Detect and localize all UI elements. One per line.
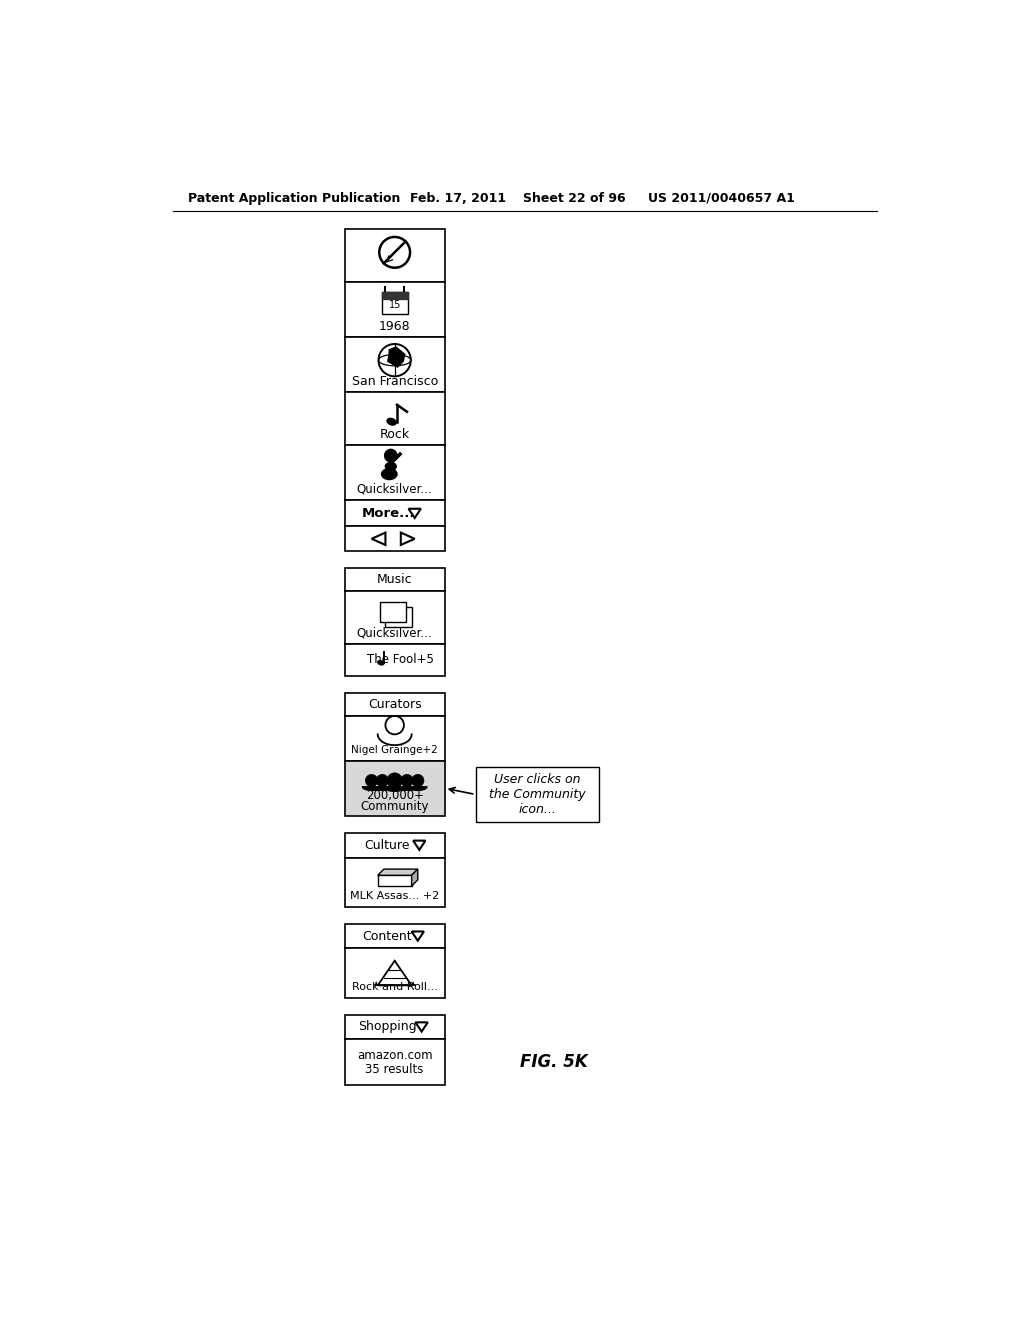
Polygon shape (397, 787, 416, 791)
Text: FIG. 5K: FIG. 5K (520, 1053, 588, 1072)
Ellipse shape (385, 462, 397, 471)
Polygon shape (384, 787, 406, 791)
Bar (345, 949, 444, 998)
Text: Shopping: Shopping (357, 1020, 417, 1034)
Text: Patent Application Publication: Patent Application Publication (188, 191, 400, 205)
Bar (345, 591, 444, 644)
Bar (475, 767, 599, 822)
Bar (345, 445, 444, 500)
Text: Community: Community (360, 800, 429, 813)
Text: US 2011/0040657 A1: US 2011/0040657 A1 (648, 191, 795, 205)
Bar (345, 715, 444, 760)
Text: Culture: Culture (365, 838, 410, 851)
Text: Rock and Roll...: Rock and Roll... (351, 982, 437, 991)
Text: 200,000+: 200,000+ (366, 789, 424, 803)
Text: MLK Assas... +2: MLK Assas... +2 (350, 891, 439, 902)
Text: User clicks on
the Community
icon...: User clicks on the Community icon... (488, 774, 586, 816)
Polygon shape (362, 787, 381, 791)
Ellipse shape (386, 417, 397, 426)
Text: Quicksilver...: Quicksilver... (356, 483, 432, 496)
Circle shape (366, 775, 378, 787)
Bar (345, 230, 444, 281)
Text: San Francisco: San Francisco (351, 375, 438, 388)
Circle shape (400, 775, 413, 787)
Bar (385, 607, 412, 627)
Text: The Fool+5: The Fool+5 (368, 653, 434, 667)
Bar (345, 568, 444, 591)
Bar (345, 1039, 444, 1085)
Circle shape (412, 775, 424, 787)
Text: Curators: Curators (368, 698, 422, 711)
Bar (380, 602, 407, 622)
Bar (345, 281, 444, 337)
Polygon shape (409, 787, 427, 791)
Text: Content: Content (362, 929, 412, 942)
Polygon shape (378, 869, 418, 875)
Bar (345, 1015, 444, 1039)
Text: Feb. 17, 2011: Feb. 17, 2011 (410, 191, 506, 205)
Bar (345, 858, 444, 907)
Text: Quicksilver...: Quicksilver... (356, 626, 432, 639)
Bar (345, 760, 444, 816)
Circle shape (387, 774, 402, 788)
Text: amazon.com: amazon.com (356, 1049, 432, 1063)
Text: Music: Music (377, 573, 413, 586)
Bar (345, 693, 444, 715)
Bar (345, 392, 444, 445)
Bar (345, 644, 444, 676)
Text: 35 results: 35 results (366, 1063, 424, 1076)
Text: More...: More... (361, 507, 416, 520)
Polygon shape (375, 981, 378, 985)
Bar (345, 833, 444, 858)
Text: Rock: Rock (380, 428, 410, 441)
Bar (345, 337, 444, 392)
Text: 15: 15 (388, 301, 400, 310)
Bar (345, 500, 444, 527)
Circle shape (384, 449, 397, 462)
Text: 1968: 1968 (379, 319, 411, 333)
Circle shape (376, 775, 388, 787)
Polygon shape (412, 869, 418, 886)
Text: Sheet 22 of 96: Sheet 22 of 96 (523, 191, 626, 205)
Text: Nigel Grainge+2: Nigel Grainge+2 (351, 744, 438, 755)
Bar (345, 924, 444, 949)
Bar (345, 527, 444, 552)
Bar (382, 293, 408, 314)
Polygon shape (412, 981, 415, 985)
Polygon shape (373, 787, 391, 791)
Ellipse shape (377, 660, 385, 665)
Polygon shape (387, 346, 406, 368)
Ellipse shape (381, 469, 397, 480)
